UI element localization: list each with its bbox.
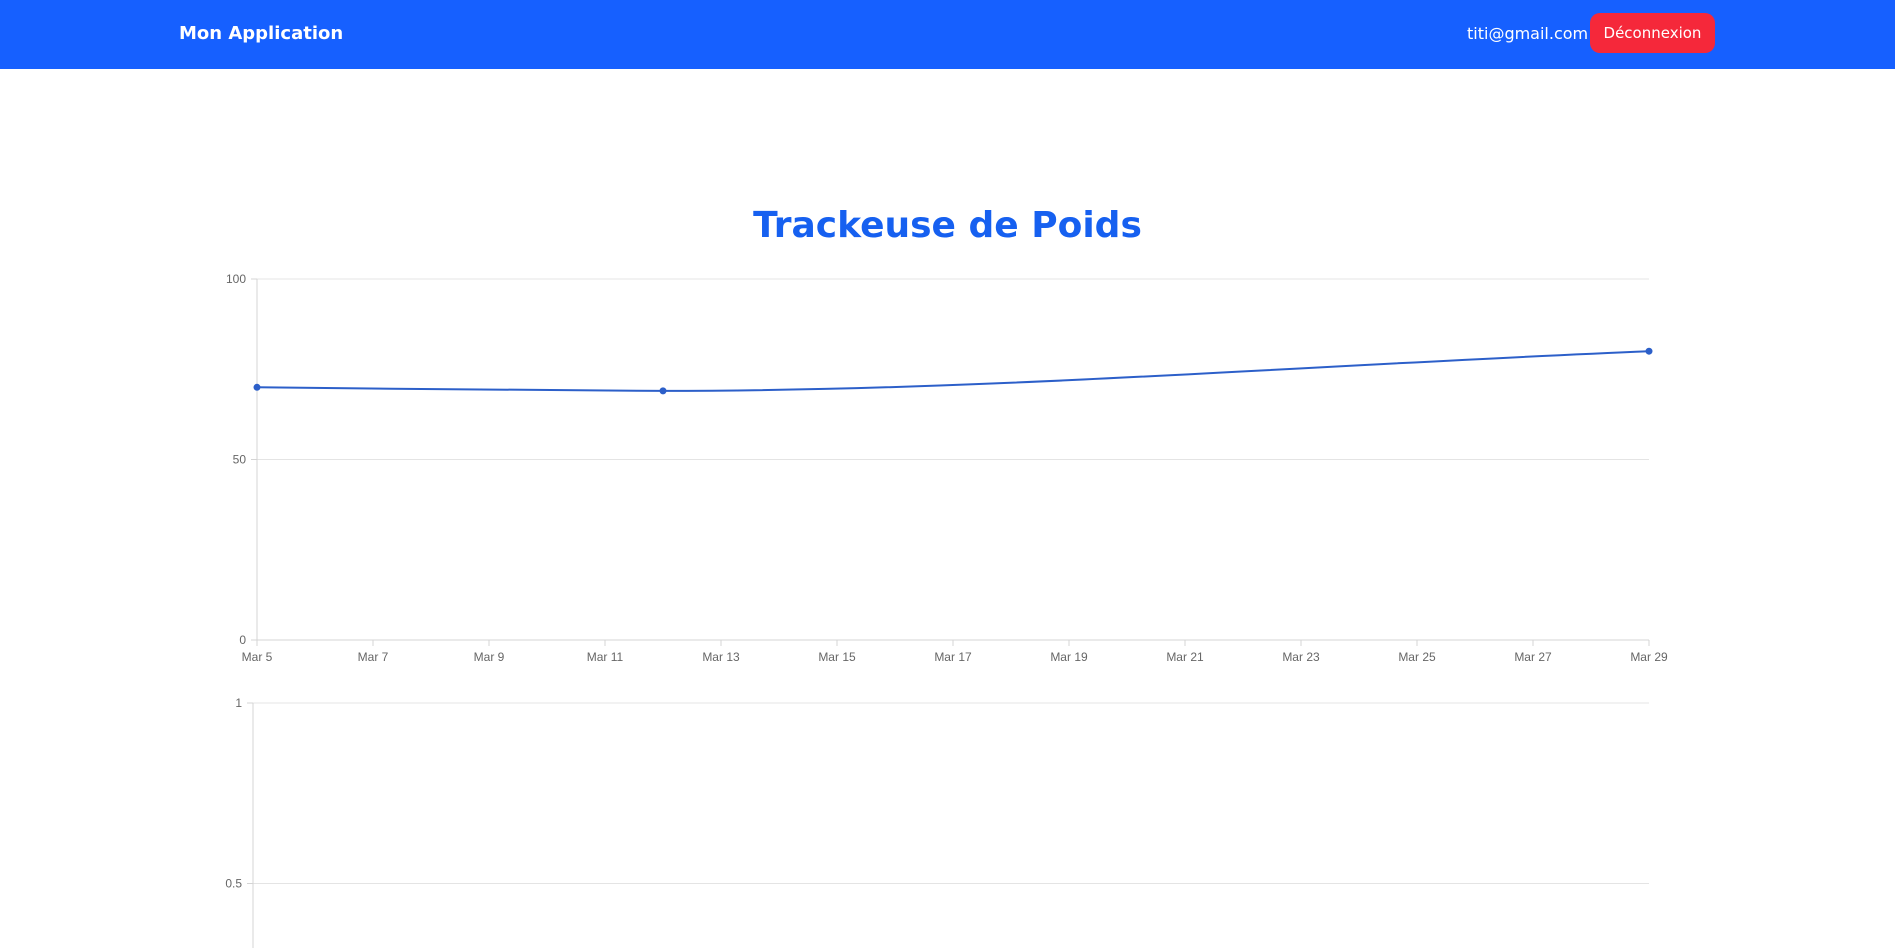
- page-title: Trackeuse de Poids: [753, 205, 1142, 246]
- y-tick-label: 1: [235, 696, 242, 710]
- x-tick-label: Mar 25: [1398, 650, 1436, 664]
- x-tick-label: Mar 29: [1630, 650, 1668, 664]
- data-point: [659, 387, 667, 395]
- app-brand[interactable]: Mon Application: [179, 23, 344, 44]
- x-tick-label: Mar 13: [702, 650, 740, 664]
- x-tick-label: Mar 27: [1514, 650, 1552, 664]
- top-navbar: Mon Application titi@gmail.com Déconnexi…: [0, 0, 1895, 69]
- secondary-chart: 0.51: [225, 696, 1649, 948]
- weight-line-chart: 0 50 100 Mar 5 Mar 7 Mar 9 Mar 11 Mar 13 Mar 15 M…: [226, 272, 1668, 664]
- weight-series-line: [256, 350, 1650, 392]
- x-tick-label: Mar 23: [1282, 650, 1320, 664]
- data-point: [1645, 347, 1653, 355]
- y-tick-label: 0: [239, 633, 246, 647]
- logout-button[interactable]: Déconnexion: [1590, 13, 1715, 53]
- data-point: [253, 383, 261, 391]
- x-tick-label: Mar 5: [242, 650, 273, 664]
- x-tick-label: Mar 19: [1050, 650, 1088, 664]
- user-email: titi@gmail.com: [1467, 24, 1589, 43]
- x-tick-label: Mar 11: [587, 650, 624, 664]
- x-tick-label: Mar 9: [474, 650, 505, 664]
- y-tick-label: 0.5: [225, 877, 242, 891]
- x-tick-label: Mar 21: [1166, 650, 1204, 664]
- x-tick-label: Mar 17: [934, 650, 972, 664]
- x-tick-label: Mar 7: [358, 650, 389, 664]
- y-tick-label: 100: [226, 272, 246, 286]
- y-tick-label: 50: [233, 453, 247, 467]
- x-tick-label: Mar 15: [818, 650, 856, 664]
